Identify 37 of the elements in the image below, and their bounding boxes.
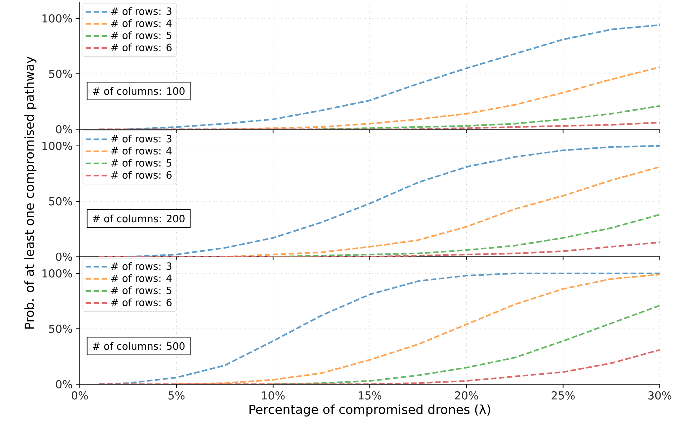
x-tick-label: 20% bbox=[455, 392, 478, 400]
x-tick-label: 30% bbox=[648, 392, 672, 400]
x-tick-label: 5% bbox=[168, 392, 185, 400]
y-tick-label: 0% bbox=[56, 380, 72, 389]
legend-label: # of rows: 3 bbox=[111, 7, 172, 16]
line-series bbox=[224, 166, 660, 257]
legend-label: # of rows: 6 bbox=[111, 298, 172, 306]
line-series bbox=[272, 214, 660, 257]
y-tick-label: 0% bbox=[56, 125, 72, 134]
y-tick-label: 50% bbox=[49, 70, 72, 78]
legend-label: # of rows: 3 bbox=[111, 134, 172, 143]
legend-label: # of rows: 6 bbox=[111, 44, 172, 52]
legend-label: # of rows: 5 bbox=[111, 32, 172, 40]
annotation: # of columns: 100 bbox=[93, 87, 185, 96]
x-tick-label: 15% bbox=[358, 392, 382, 400]
y-tick-label: 100% bbox=[42, 142, 72, 150]
legend-label: # of rows: 4 bbox=[111, 274, 172, 282]
x-tick-label: 0% bbox=[72, 392, 88, 400]
y-tick-label: 50% bbox=[49, 197, 72, 206]
line-series bbox=[272, 304, 660, 384]
annotation: # of columns: 500 bbox=[93, 342, 185, 350]
x-tick-label: 10% bbox=[262, 392, 285, 400]
x-axis-title: Percentage of compromised drones (λ) bbox=[250, 404, 490, 417]
y-tick-label: 50% bbox=[49, 324, 72, 334]
annotation: # of columns: 200 bbox=[93, 214, 185, 223]
y-axis-title: Prob. of at least one compromised pathway bbox=[24, 56, 37, 329]
y-tick-label: 0% bbox=[56, 252, 72, 262]
legend-label: # of rows: 5 bbox=[111, 159, 172, 167]
legend-label: # of rows: 3 bbox=[111, 262, 172, 270]
line-series bbox=[224, 66, 660, 130]
y-tick-label: 100% bbox=[42, 269, 72, 278]
x-tick-label: 25% bbox=[552, 392, 575, 400]
legend-label: # of rows: 4 bbox=[111, 147, 172, 155]
y-tick-label: 100% bbox=[42, 14, 72, 23]
legend-label: # of rows: 5 bbox=[111, 286, 172, 294]
legend-label: # of rows: 4 bbox=[111, 20, 172, 28]
legend-label: # of rows: 6 bbox=[111, 171, 172, 179]
